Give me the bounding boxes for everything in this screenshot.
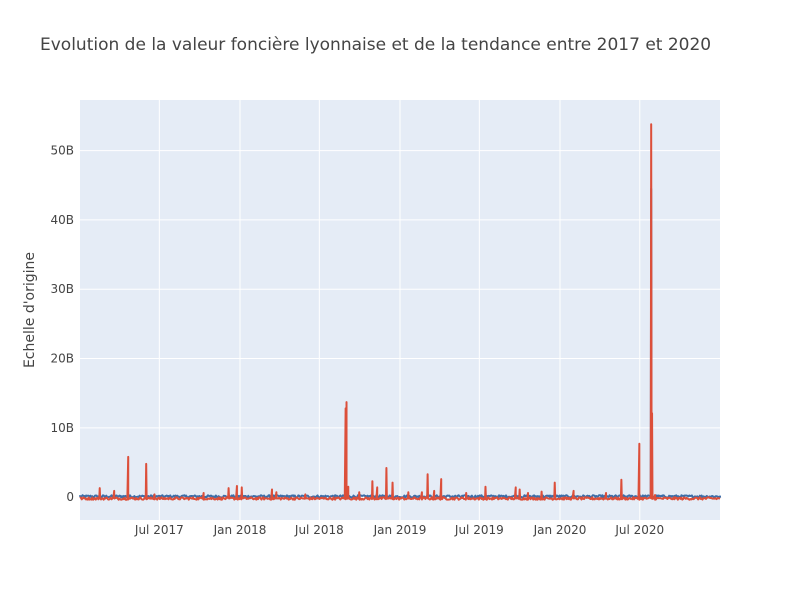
y-tick-label: 40B [50,213,74,227]
y-tick-label: 30B [50,282,74,296]
x-tick-label: Jan 2019 [373,523,427,537]
y-axis-label: Echelle d'origine [22,252,38,368]
x-axis: Jul 2017 Jan 2018 Jul 2018 Jan 2019 Jul 2019… [134,523,664,537]
x-tick-label: Jul 2018 [294,523,344,537]
x-tick-label: Jan 2018 [213,523,267,537]
x-tick-label: Jul 2020 [614,523,664,537]
y-tick-label: 50B [50,144,74,158]
y-tick-label: 10B [50,421,74,435]
y-tick-label: 0 [66,490,74,504]
y-axis: 0 10B 20B 30B 40B 50B [50,144,74,505]
y-tick-label: 20B [50,352,74,366]
x-tick-label: Jul 2017 [134,523,184,537]
series-line-value [79,123,721,501]
series-layer [79,123,722,501]
chart-title: Evolution de la valeur foncière lyonnais… [40,35,711,55]
x-tick-label: Jan 2020 [533,523,587,537]
x-tick-label: Jul 2019 [454,523,504,537]
